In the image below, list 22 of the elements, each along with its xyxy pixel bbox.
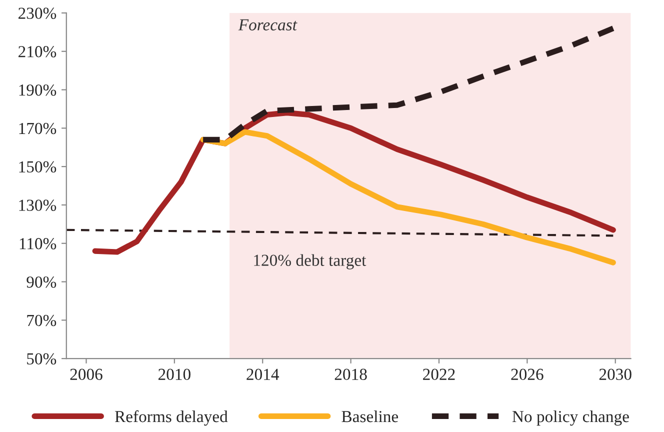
x-tick-label: 2006	[70, 368, 102, 380]
y-tick-label: 230%	[18, 8, 56, 19]
legend-label: No policy change	[512, 410, 629, 426]
band-label: Forecast	[238, 19, 298, 30]
y-tick-label: 70%	[27, 314, 56, 326]
x-tick-label: 2022	[423, 368, 455, 380]
x-tick-label: 2014	[246, 368, 280, 380]
x-tick-label: 2026	[511, 368, 544, 380]
x-tick-label: 2010	[158, 368, 190, 380]
legend-label: Reforms delayed	[114, 410, 228, 426]
y-tick-label: 50%	[27, 353, 56, 365]
y-tick-label: 110%	[20, 238, 56, 250]
y-tick-label: 210%	[18, 46, 56, 58]
y-tick-label: 170%	[19, 122, 56, 134]
annotation: 120% debt target	[254, 254, 366, 270]
y-tick-label: 190%	[19, 84, 56, 96]
x-tick-label: 2030	[599, 368, 632, 380]
y-tick-label: 130%	[19, 200, 56, 211]
legend-label: Baseline	[342, 410, 398, 422]
y-tick-label: 90%	[26, 276, 56, 288]
x-tick-label: 2018	[334, 368, 367, 380]
y-tick-label: 150%	[19, 161, 56, 173]
